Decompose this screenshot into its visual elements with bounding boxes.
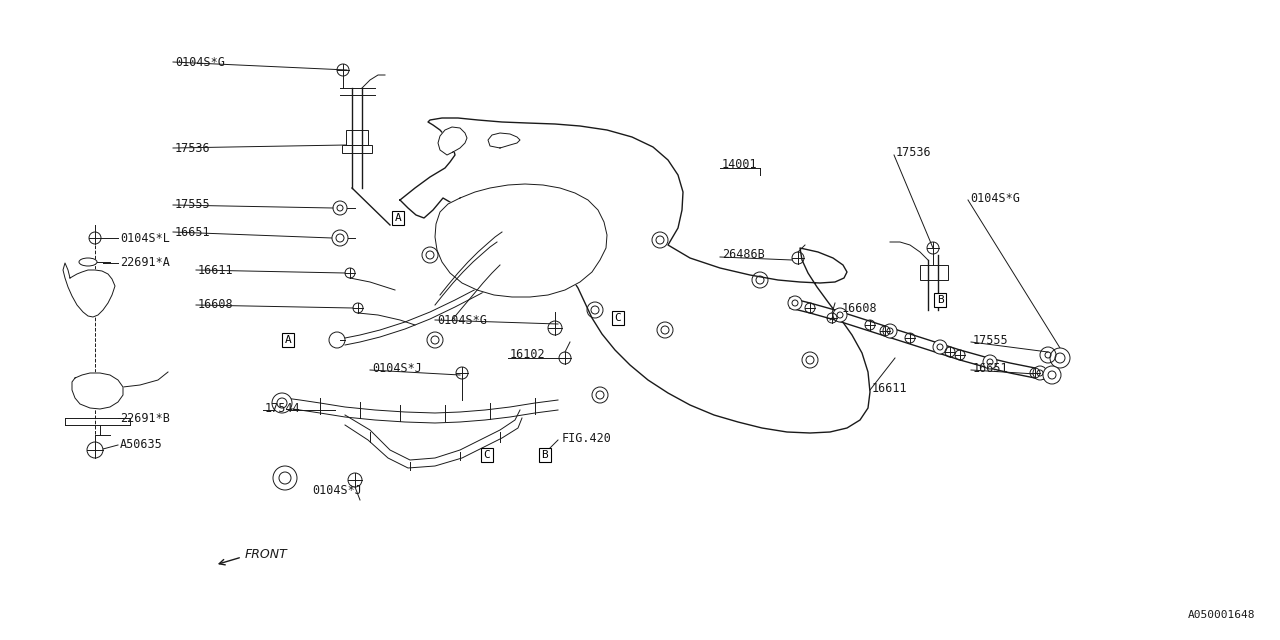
Ellipse shape	[79, 258, 97, 266]
Polygon shape	[438, 127, 467, 155]
Text: 17536: 17536	[896, 145, 932, 159]
Text: 17555: 17555	[175, 198, 211, 211]
Polygon shape	[435, 184, 607, 297]
Text: 0104S*J: 0104S*J	[312, 483, 362, 497]
Text: 14001: 14001	[722, 159, 758, 172]
Text: 17544: 17544	[265, 401, 301, 415]
Circle shape	[833, 308, 847, 322]
Text: 0104S*G: 0104S*G	[175, 56, 225, 68]
Text: 16611: 16611	[198, 264, 234, 276]
Text: FIG.420: FIG.420	[562, 431, 612, 445]
Text: 0104S*G: 0104S*G	[436, 314, 486, 326]
Polygon shape	[488, 133, 520, 148]
Text: 0104S*J: 0104S*J	[372, 362, 422, 374]
Text: 17555: 17555	[973, 333, 1009, 346]
Text: 22691*B: 22691*B	[120, 412, 170, 424]
Text: 17536: 17536	[175, 141, 211, 154]
Text: 0104S*L: 0104S*L	[120, 232, 170, 244]
Text: B: B	[937, 295, 943, 305]
Polygon shape	[72, 373, 123, 409]
Text: B: B	[541, 450, 548, 460]
Text: 26486B: 26486B	[722, 248, 764, 262]
Circle shape	[983, 355, 997, 369]
Circle shape	[883, 324, 897, 338]
Circle shape	[788, 296, 803, 310]
Text: A: A	[394, 213, 402, 223]
Circle shape	[273, 466, 297, 490]
Text: 16651: 16651	[175, 225, 211, 239]
Text: FRONT: FRONT	[244, 548, 288, 561]
Text: A: A	[284, 335, 292, 345]
Circle shape	[1033, 366, 1047, 380]
Circle shape	[933, 340, 947, 354]
Text: 22691*A: 22691*A	[120, 257, 170, 269]
Text: A050001648: A050001648	[1188, 610, 1254, 620]
Polygon shape	[63, 263, 115, 317]
Text: 16651: 16651	[973, 362, 1009, 374]
Text: 16608: 16608	[842, 301, 878, 314]
Bar	[920, 265, 948, 280]
Text: 16102: 16102	[509, 349, 545, 362]
Circle shape	[1043, 366, 1061, 384]
Bar	[346, 130, 369, 145]
Circle shape	[1050, 348, 1070, 368]
Polygon shape	[399, 118, 870, 433]
Circle shape	[332, 230, 348, 246]
Text: 16611: 16611	[872, 381, 908, 394]
Text: C: C	[614, 313, 621, 323]
Text: 16608: 16608	[198, 298, 234, 312]
Text: C: C	[484, 450, 490, 460]
Bar	[342, 145, 372, 153]
Text: 0104S*G: 0104S*G	[970, 191, 1020, 205]
Text: A50635: A50635	[120, 438, 163, 451]
Circle shape	[273, 393, 292, 413]
